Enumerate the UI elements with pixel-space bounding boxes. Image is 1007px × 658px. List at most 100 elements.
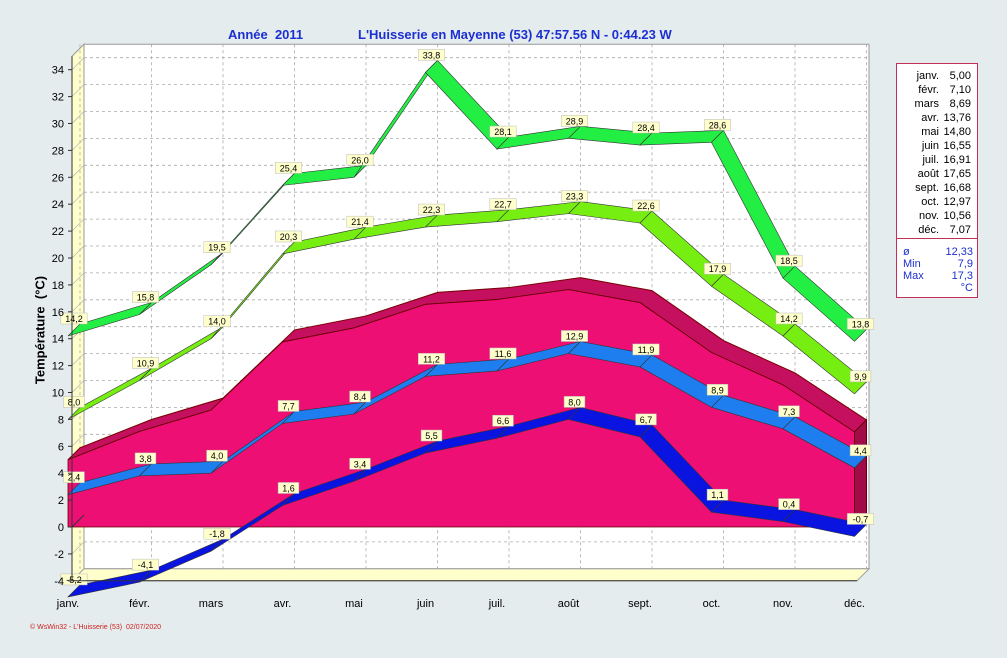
grid-line-side <box>71 299 85 313</box>
legend-stat-value: 7,9 <box>957 258 973 270</box>
legend-row: janv. 5,00 <box>897 70 971 84</box>
data-label: 13,8 <box>852 319 870 329</box>
series-min-mean <box>67 340 867 496</box>
y-tick-label: 14 <box>52 334 64 346</box>
y-tick-label: 6 <box>58 441 64 453</box>
footer-credit: © WsWin32 - L'Huisserie (53) 02/07/2020 <box>30 624 161 631</box>
data-label-bg <box>346 154 374 166</box>
data-label: 6,6 <box>497 416 510 426</box>
zero-line <box>71 514 85 528</box>
data-label-bg <box>706 384 729 396</box>
data-label-bg <box>775 312 803 325</box>
data-label-bg <box>492 414 514 427</box>
labels-min-abs: -5,2 -4,1 -1,8 1,6 3,4 5,5 6,6 8,0 6,7 1,1 0,4 -0,7 <box>60 396 874 586</box>
data-label-bg <box>778 405 800 418</box>
x-tick-label: mai <box>345 598 363 610</box>
legend-month: juil. <box>922 154 939 166</box>
data-label: 1,6 <box>282 483 295 493</box>
legend-value: 16,55 <box>943 140 971 152</box>
data-label: 15,8 <box>137 292 155 302</box>
y-tick-label: 28 <box>52 145 64 157</box>
data-label-bg <box>704 262 731 275</box>
mean-area-side-face <box>854 418 867 529</box>
data-label: 12,9 <box>566 331 584 341</box>
legend-stat: ø 12,33 <box>903 246 973 259</box>
data-label: 14,0 <box>208 317 226 327</box>
data-label: 3,4 <box>354 459 367 469</box>
data-label: 28,1 <box>494 127 512 137</box>
y-tick-label: 2 <box>58 495 64 507</box>
x-axis: janv. févr. mars avr. mai juin juil. août sept. o… <box>56 580 865 610</box>
legend-value: 10,56 <box>943 210 971 222</box>
legend-month: juin <box>921 140 939 152</box>
legend-value: 13,76 <box>943 112 971 124</box>
legend-row: sept. 16,68 <box>897 182 971 196</box>
data-label: 4,4 <box>854 446 867 456</box>
data-label-bg <box>203 315 231 327</box>
chart-subtitle: L'Huisserie en Mayenne (53) 47:57.56 N -… <box>358 27 672 42</box>
data-label: 9,9 <box>854 372 867 382</box>
grid-line-side <box>71 111 85 124</box>
data-label-bg <box>349 390 371 403</box>
data-label: 7,3 <box>783 407 796 417</box>
grid-line-side <box>71 245 85 259</box>
x-tick-label: mars <box>199 598 224 610</box>
legend-value: 16,68 <box>943 182 971 194</box>
legend-value: 16,91 <box>943 154 971 166</box>
data-label: 8,9 <box>711 385 724 395</box>
data-label: 25,4 <box>280 163 298 173</box>
data-label-bg <box>60 573 88 586</box>
legend-row: déc. 7,07 <box>897 224 971 238</box>
grid-line-side <box>71 272 85 286</box>
legend-month: oct. <box>921 196 939 208</box>
labels-max-mean: 8,0 10,9 14,0 20,3 21,4 22,3 22,7 23,3 22,6 17,9 1… <box>63 190 872 408</box>
data-label-bg <box>63 396 85 408</box>
grid-line-side <box>71 165 85 178</box>
legend-row: août 17,65 <box>897 168 971 182</box>
legend-value: 8,69 <box>949 98 971 110</box>
y-tick-label: 4 <box>58 468 64 480</box>
legend-separator <box>897 238 977 239</box>
data-label-bg <box>206 449 228 462</box>
data-label-bg <box>132 291 159 303</box>
data-label-bg <box>632 343 660 356</box>
plot-floor <box>70 568 871 582</box>
data-label: 11,9 <box>638 345 655 355</box>
x-tick-label: août <box>558 598 579 610</box>
x-tick-label: déc. <box>844 598 865 610</box>
data-label: 7,7 <box>282 401 295 411</box>
y-axis-label: Température (°C) <box>32 275 48 385</box>
data-label: 22,3 <box>423 205 441 215</box>
legend-stat-value: 17,3 <box>951 270 973 282</box>
data-label: 14,2 <box>65 314 83 324</box>
data-label: 17,9 <box>709 264 727 274</box>
legend-row: mai 14,80 <box>897 126 971 140</box>
data-label: 28,4 <box>637 123 655 133</box>
data-label-bg <box>847 513 874 525</box>
legend-value: 5,00 <box>949 70 971 82</box>
legend-month: janv. <box>916 70 939 82</box>
data-label: 28,9 <box>566 116 584 126</box>
data-label-bg <box>778 498 800 510</box>
grid-line-side <box>71 84 85 97</box>
grid-line-side <box>71 434 85 447</box>
y-tick-label: 26 <box>52 172 64 184</box>
data-label: 20,3 <box>280 232 298 242</box>
x-tick-label: avr. <box>274 598 292 610</box>
data-label: 3,8 <box>139 454 152 464</box>
data-label-bg <box>561 115 588 127</box>
data-label: 11,2 <box>423 354 440 364</box>
x-tick-label: oct. <box>703 598 721 610</box>
data-label: 0,4 <box>783 500 796 510</box>
data-label: 22,7 <box>494 200 512 210</box>
data-label-bg <box>847 318 874 330</box>
x-tick-label: févr. <box>129 598 150 610</box>
legend-row: avr. 13,76 <box>897 112 971 126</box>
grid-line-side <box>71 138 85 151</box>
data-label-bg <box>563 396 586 408</box>
grid-line-side <box>71 353 85 366</box>
series-min-abs <box>67 406 868 598</box>
y-tick-label: 24 <box>52 199 64 211</box>
data-label-bg <box>63 471 85 483</box>
data-label-bg <box>418 49 445 61</box>
